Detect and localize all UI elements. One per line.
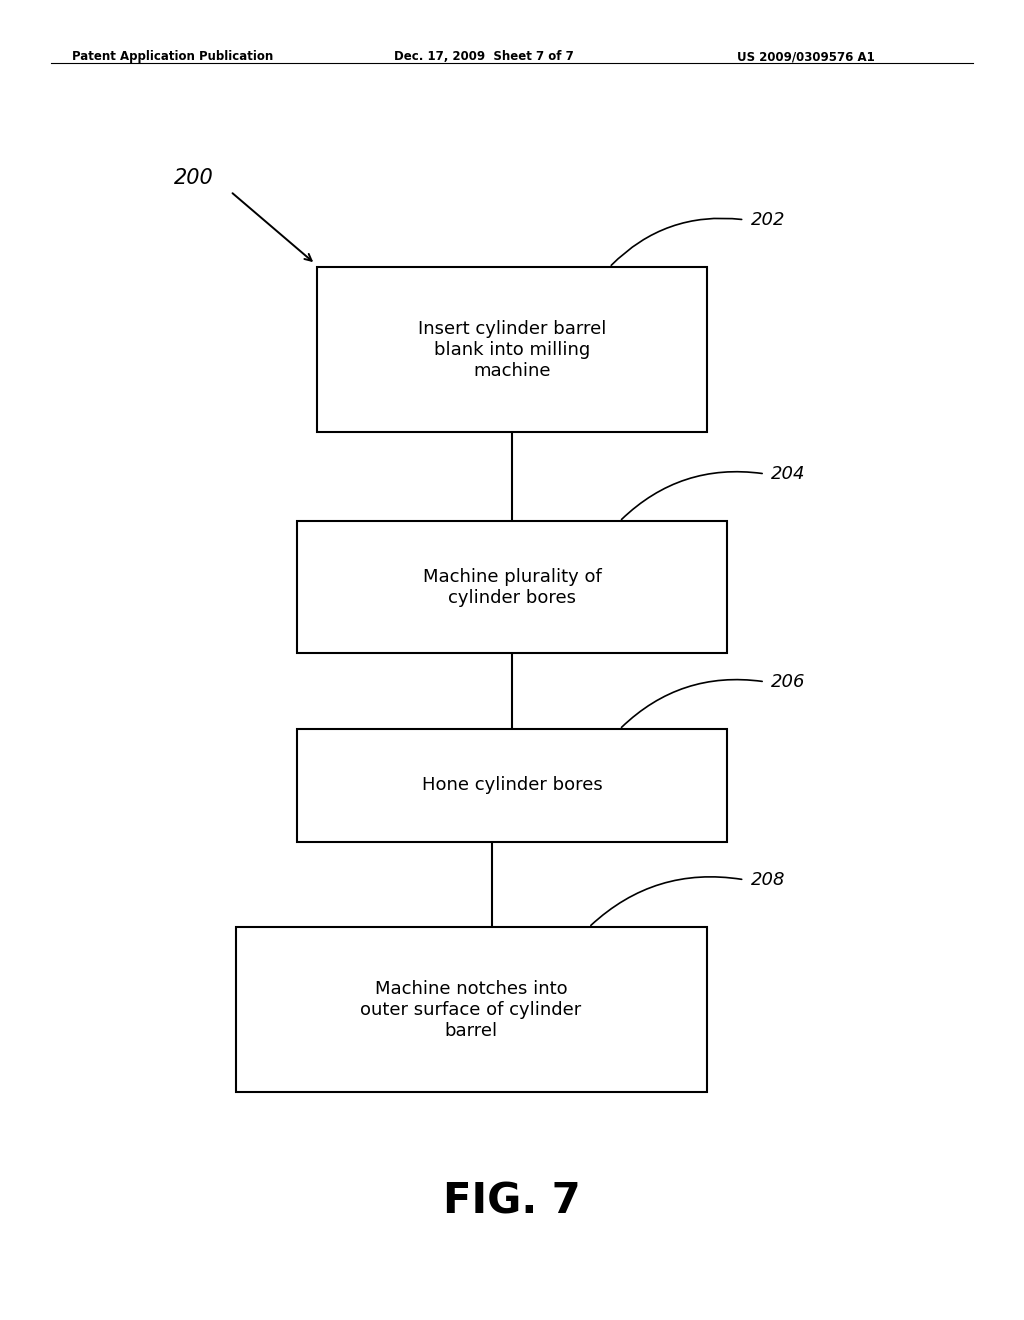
Text: Insert cylinder barrel
blank into milling
machine: Insert cylinder barrel blank into millin… xyxy=(418,319,606,380)
Text: 204: 204 xyxy=(771,465,806,483)
Text: 206: 206 xyxy=(771,673,806,690)
Text: FIG. 7: FIG. 7 xyxy=(443,1180,581,1222)
Bar xyxy=(236,927,707,1093)
Text: Dec. 17, 2009  Sheet 7 of 7: Dec. 17, 2009 Sheet 7 of 7 xyxy=(394,50,574,63)
Text: Patent Application Publication: Patent Application Publication xyxy=(72,50,273,63)
Text: 208: 208 xyxy=(751,871,785,888)
Text: Machine plurality of
cylinder bores: Machine plurality of cylinder bores xyxy=(423,568,601,607)
Bar xyxy=(297,729,727,842)
Bar xyxy=(297,521,727,653)
Text: Hone cylinder bores: Hone cylinder bores xyxy=(422,776,602,795)
Text: 202: 202 xyxy=(751,211,785,228)
Text: Machine notches into
outer surface of cylinder
barrel: Machine notches into outer surface of cy… xyxy=(360,979,582,1040)
Text: US 2009/0309576 A1: US 2009/0309576 A1 xyxy=(737,50,876,63)
Bar xyxy=(317,268,707,433)
Text: 200: 200 xyxy=(174,168,214,189)
